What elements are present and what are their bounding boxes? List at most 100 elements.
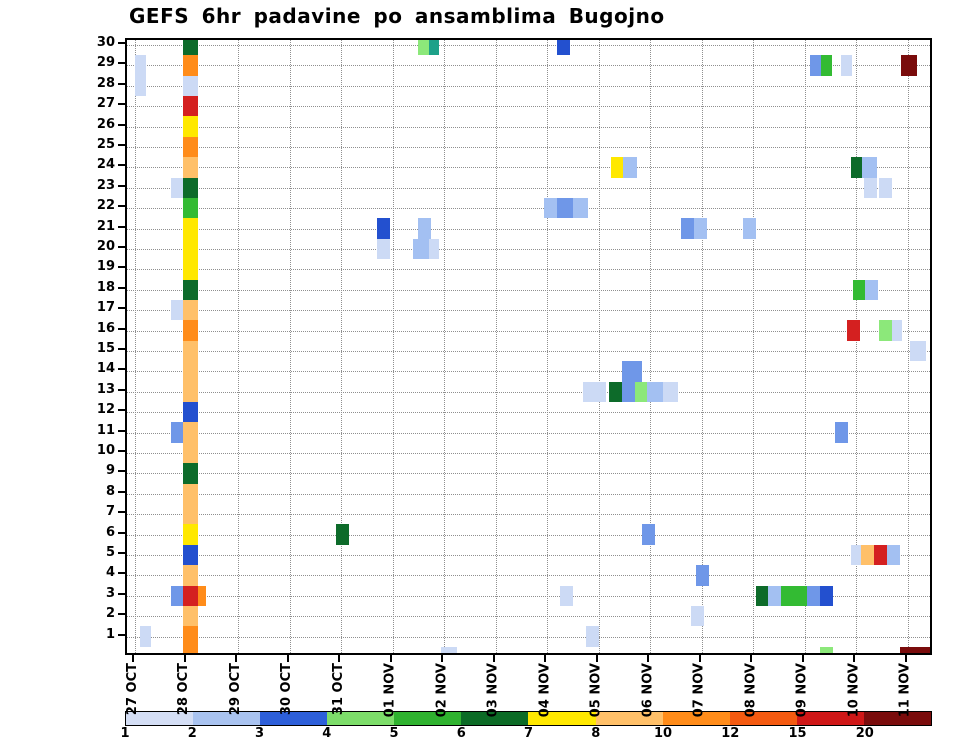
precip-cell <box>850 157 863 178</box>
precip-cell <box>755 585 769 606</box>
x-axis-tick <box>698 655 701 662</box>
y-axis-label: 21 <box>96 218 115 234</box>
y-axis-label: 9 <box>105 463 115 479</box>
precip-cell <box>182 96 199 117</box>
x-axis-label-text: 29 OCT <box>228 663 243 716</box>
y-axis-tick <box>118 82 125 85</box>
grid-line-horizontal <box>127 167 930 169</box>
colorbar-label: 7 <box>523 726 534 741</box>
y-axis-tick <box>118 184 125 187</box>
precip-cell <box>621 381 635 402</box>
x-axis-label-text: 28 OCT <box>176 663 192 716</box>
y-axis-tick <box>118 429 125 432</box>
plot-area <box>125 38 932 655</box>
y-axis-label: 5 <box>105 545 115 560</box>
y-axis-label: 20 <box>96 239 115 254</box>
grid-line-horizontal <box>127 351 930 352</box>
precip-cell <box>182 157 199 178</box>
precip-cell <box>182 565 199 586</box>
colorbar-label: 8 <box>591 726 601 741</box>
precip-cell <box>693 218 707 239</box>
precip-cell <box>182 75 199 96</box>
precip-cell <box>171 300 183 321</box>
grid-line-horizontal <box>127 249 930 250</box>
x-axis-tick <box>132 655 134 662</box>
x-axis-tick <box>750 655 752 662</box>
y-axis-tick <box>118 327 125 330</box>
y-axis-label: 1 <box>105 626 115 642</box>
x-axis-label-text: 31 OCT <box>331 663 346 716</box>
grid-line-vertical <box>650 40 651 653</box>
y-axis-label: 3 <box>105 585 115 601</box>
y-axis-label: 7 <box>105 504 115 520</box>
y-axis-tick <box>118 552 125 554</box>
grid-line-vertical <box>444 40 445 653</box>
precip-cell <box>413 238 429 260</box>
y-axis-tick <box>118 246 125 248</box>
grid-line-horizontal <box>127 289 930 291</box>
precip-cell <box>819 646 833 653</box>
grid-line-horizontal <box>127 310 930 312</box>
x-axis-tick <box>904 655 907 662</box>
precip-cell <box>899 646 930 653</box>
grid-line-horizontal <box>127 514 930 516</box>
y-axis-label: 15 <box>96 341 115 356</box>
x-axis-label-text: 11 NOV <box>897 663 913 718</box>
y-axis-label: 4 <box>105 565 115 581</box>
grid-line-horizontal <box>127 473 930 475</box>
x-axis-label-text: 02 NOV <box>434 663 449 718</box>
x-axis-label-text: 05 NOV <box>588 663 604 718</box>
y-axis-tick <box>118 164 125 167</box>
y-axis-label: 10 <box>96 443 115 458</box>
precip-cell <box>182 40 199 56</box>
colorbar-segment <box>327 712 395 725</box>
colorbar-segment <box>193 712 261 725</box>
precip-cell <box>182 606 199 627</box>
y-axis-tick <box>118 511 125 514</box>
x-axis-label-text: 10 NOV <box>846 663 861 718</box>
precip-cell <box>182 116 199 137</box>
y-axis-label: 23 <box>96 177 115 193</box>
precip-cell <box>861 544 875 566</box>
colorbar-segment <box>595 712 663 725</box>
precip-cell <box>886 544 900 566</box>
precip-cell <box>182 279 199 300</box>
x-axis-label-text: 06 NOV <box>640 663 655 718</box>
x-axis-label-text: 03 NOV <box>485 663 501 718</box>
grid-line-horizontal <box>127 45 930 46</box>
grid-line-horizontal <box>127 595 930 597</box>
y-axis-tick <box>118 103 125 106</box>
precip-cell <box>634 381 648 402</box>
y-axis-label: 14 <box>96 361 115 377</box>
colorbar-label: 12 <box>721 726 740 741</box>
precip-cell <box>572 198 589 219</box>
precip-cell <box>182 340 199 362</box>
y-axis-label: 6 <box>105 524 115 540</box>
precip-cell <box>377 218 390 239</box>
colorbar-segment <box>729 712 797 725</box>
chart-title: GEFS 6hr padavine po ansamblima Bugojno <box>129 4 665 28</box>
precip-cell <box>691 606 705 627</box>
grid-line-horizontal <box>127 616 930 618</box>
precip-cell <box>182 361 199 382</box>
grid-line-horizontal <box>127 228 930 230</box>
precip-cell <box>585 626 599 647</box>
precip-cell <box>182 646 199 653</box>
precip-cell <box>874 544 887 566</box>
grid-line-horizontal <box>127 187 930 189</box>
precip-cell <box>662 381 679 402</box>
grid-line-horizontal <box>127 371 930 373</box>
precip-cell <box>781 585 795 606</box>
y-axis-label: 2 <box>105 606 115 622</box>
grid-line-vertical <box>392 40 394 653</box>
grid-line-vertical <box>856 40 857 653</box>
y-axis-tick <box>118 490 125 493</box>
grid-line-vertical <box>341 40 342 653</box>
precip-cell <box>140 626 152 647</box>
precip-cell <box>642 524 656 545</box>
precip-cell <box>171 585 183 606</box>
precip-cell <box>182 626 199 647</box>
grid-line-horizontal <box>127 534 930 536</box>
colorbar-label: 20 <box>855 726 874 741</box>
precip-cell <box>853 279 865 300</box>
